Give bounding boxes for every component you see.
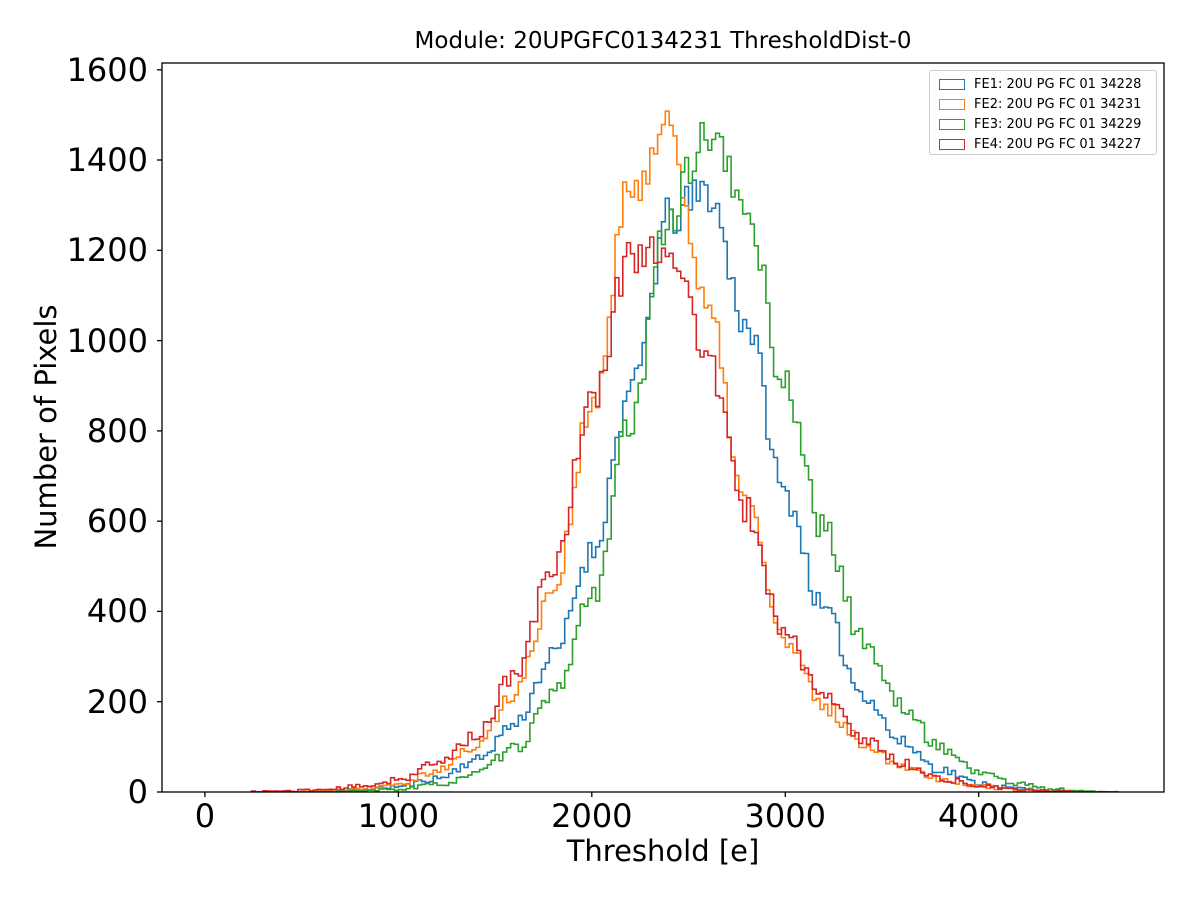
chart-title: Module: 20UPGFC0134231 ThresholdDist-0 — [414, 28, 912, 54]
fe2-swatch-icon — [939, 98, 965, 110]
y-tick-label: 600 — [86, 502, 148, 541]
x-tick-label: 1000 — [357, 797, 440, 835]
y-tick-label: 0 — [127, 773, 148, 811]
legend: FE1: 20U PG FC 01 34228 FE2: 20U PG FC 0… — [929, 70, 1157, 155]
legend-item-fe1: FE1: 20U PG FC 01 34228 — [930, 74, 1156, 94]
curve-fe3 — [251, 122, 1119, 792]
axis-ticks — [157, 69, 980, 797]
legend-label-fe2: FE2: 20U PG FC 01 34231 — [974, 96, 1142, 112]
fe4-swatch-icon — [939, 138, 965, 150]
curve-fe2 — [251, 110, 1118, 792]
y-tick-label: 1200 — [66, 231, 148, 270]
legend-label-fe1: FE1: 20U PG FC 01 34228 — [974, 76, 1142, 92]
y-tick-label: 1400 — [66, 141, 148, 180]
legend-label-fe3: FE3: 20U PG FC 01 34229 — [974, 116, 1142, 132]
histogram-curves — [250, 110, 1119, 792]
legend-item-fe2: FE2: 20U PG FC 01 34231 — [930, 94, 1156, 114]
fe3-swatch-icon — [939, 118, 965, 130]
y-tick-label: 800 — [86, 411, 148, 450]
plot-frame — [161, 62, 1165, 793]
x-tick-label: 2000 — [551, 797, 633, 835]
fe1-swatch-icon — [939, 78, 965, 90]
y-tick-label: 400 — [86, 592, 148, 631]
y-tick-label: 1600 — [66, 50, 148, 89]
legend-label-fe4: FE4: 20U PG FC 01 34227 — [974, 136, 1142, 152]
x-tick-label: 0 — [194, 797, 216, 835]
y-tick-label: 200 — [86, 682, 148, 721]
x-tick-label: 3000 — [744, 797, 826, 835]
legend-item-fe4: FE4: 20U PG FC 01 34227 — [930, 134, 1156, 154]
curve-fe1 — [251, 179, 1118, 792]
y-tick-label: 1000 — [66, 321, 148, 360]
curve-fe4 — [250, 236, 1118, 792]
x-tick-label: 4000 — [937, 797, 1020, 835]
legend-item-fe3: FE3: 20U PG FC 01 34229 — [930, 114, 1156, 134]
x-axis-label: Threshold [e] — [566, 834, 760, 868]
